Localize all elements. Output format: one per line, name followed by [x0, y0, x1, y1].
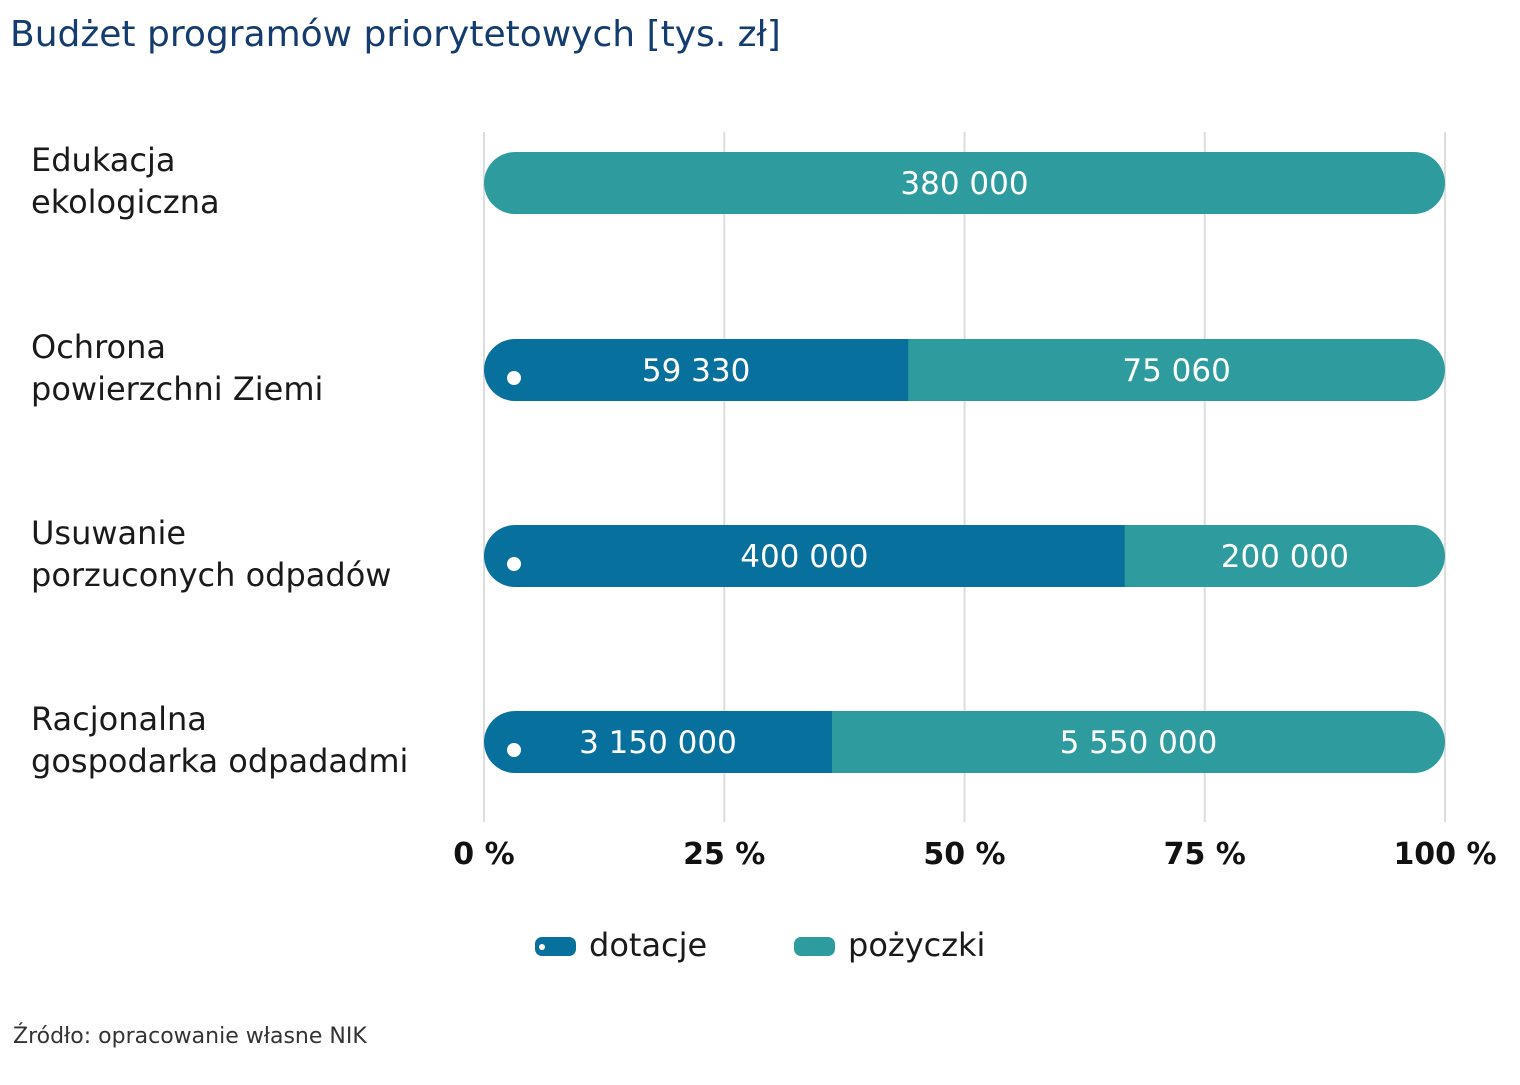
x-tick-label: 50 % [923, 837, 1005, 872]
category-label: Edukacja [31, 141, 175, 179]
x-tick-label: 0 % [453, 837, 514, 872]
bar-row [484, 339, 1445, 401]
legend-item-dotacje: dotacje [535, 926, 707, 964]
data-label: 59 330 [642, 353, 750, 389]
category-label: Usuwanie [31, 514, 186, 552]
dotacje-marker-icon [507, 743, 521, 757]
legend-swatch [794, 937, 835, 956]
bar-pozyczki [1124, 525, 1445, 587]
bar-row [484, 152, 1445, 214]
category-label: ekologiczna [31, 183, 220, 221]
source-note: Źródło: opracowanie własne NIK [13, 1023, 367, 1049]
bar-dotacje [484, 525, 1126, 587]
bar-dotacje [484, 339, 909, 401]
category-label: gospodarka odpadadmi [31, 742, 408, 780]
data-label: 5 550 000 [1060, 725, 1218, 761]
category-label: Racjonalna [31, 700, 207, 738]
bar-row [484, 525, 1445, 587]
bar-dotacje [484, 711, 833, 773]
data-label: 400 000 [740, 539, 868, 575]
legend-item-pozyczki: pożyczki [794, 926, 985, 964]
category-label: powierzchni Ziemi [31, 370, 323, 408]
bar-row [484, 711, 1445, 773]
dotacje-marker-icon [507, 557, 521, 571]
dotacje-marker-icon [539, 944, 545, 950]
category-label: Ochrona [31, 328, 166, 366]
x-tick-label: 75 % [1164, 837, 1246, 872]
bar-pozyczki [908, 339, 1445, 401]
legend-label: pożyczki [848, 926, 985, 964]
category-label: porzuconych odpadów [31, 556, 391, 594]
data-label: 3 150 000 [579, 725, 737, 761]
legend-label: dotacje [589, 926, 707, 964]
legend-swatch [535, 937, 576, 956]
bar-pozyczki [831, 711, 1445, 773]
bar-pozyczki [484, 152, 1445, 214]
x-tick-label: 25 % [683, 837, 765, 872]
data-label: 380 000 [900, 166, 1028, 202]
x-tick-label: 100 % [1393, 837, 1496, 872]
data-label: 200 000 [1221, 539, 1349, 575]
chart-title: Budżet programów priorytetowych [tys. zł… [10, 14, 781, 55]
data-label: 75 060 [1122, 353, 1230, 389]
dotacje-marker-icon [507, 371, 521, 385]
